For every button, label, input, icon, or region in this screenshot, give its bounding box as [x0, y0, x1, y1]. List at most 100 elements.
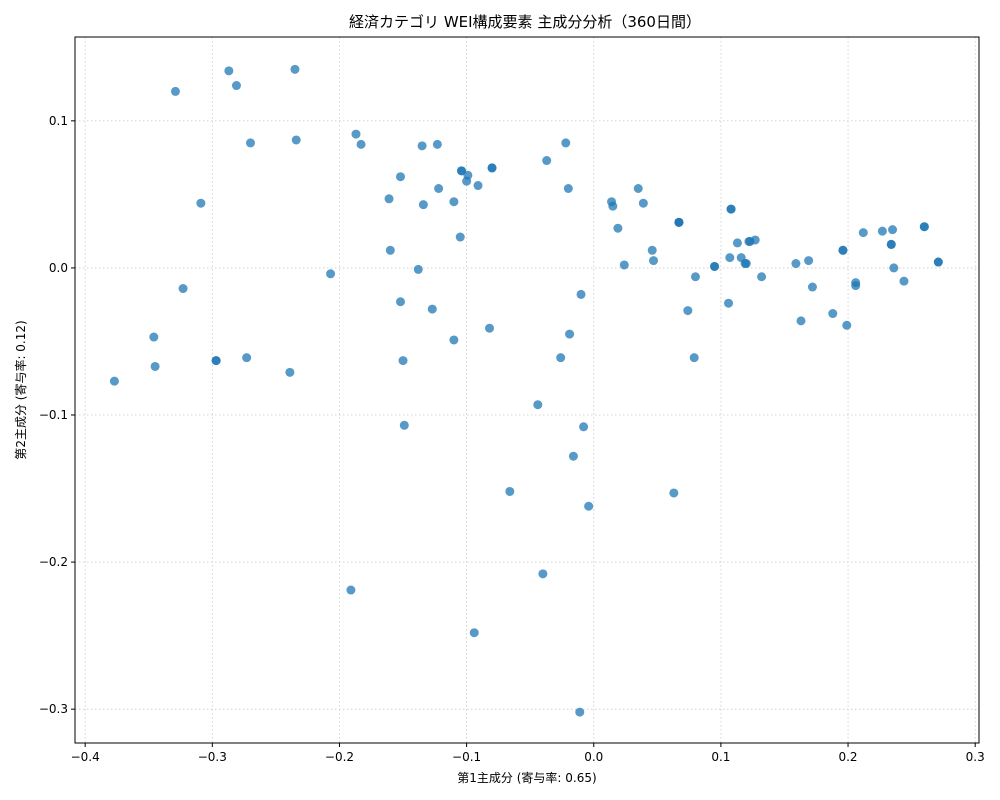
data-point — [224, 66, 234, 76]
y-axis-ticks: −0.3 −0.2 −0.1 0.0 0.1 — [39, 114, 75, 716]
x-tick-label: 0.3 — [966, 750, 985, 764]
x-tick-label: −0.4 — [71, 750, 100, 764]
data-point — [889, 263, 899, 273]
y-tick-label: 0.0 — [49, 261, 68, 275]
x-tick-label: −0.2 — [325, 750, 354, 764]
data-point — [838, 245, 848, 255]
data-point — [434, 183, 444, 193]
data-point — [196, 198, 206, 208]
data-point — [726, 204, 736, 214]
data-point — [563, 183, 573, 193]
x-tick-label: −0.3 — [198, 750, 227, 764]
data-point — [211, 356, 221, 366]
data-point — [109, 376, 119, 386]
data-point — [150, 361, 160, 371]
data-point — [888, 225, 898, 235]
data-point — [399, 420, 409, 430]
data-point — [613, 223, 623, 233]
data-point — [565, 329, 575, 339]
data-point — [690, 272, 700, 282]
x-tick-label: 0.0 — [584, 750, 603, 764]
data-point — [457, 166, 467, 176]
data-point — [542, 156, 552, 166]
data-point — [851, 281, 861, 291]
data-point — [242, 353, 252, 363]
data-point — [533, 400, 543, 410]
data-point — [285, 367, 295, 377]
data-point — [418, 200, 428, 210]
data-point — [638, 198, 648, 208]
data-point — [807, 282, 817, 292]
data-point — [750, 235, 760, 245]
data-point — [395, 297, 405, 307]
y-tick-label: −0.1 — [39, 408, 68, 422]
data-point — [149, 332, 159, 342]
data-point — [473, 181, 483, 191]
data-point — [346, 585, 356, 595]
data-point — [291, 135, 301, 145]
data-point — [669, 488, 679, 498]
data-point — [619, 260, 629, 270]
x-tick-label: −0.1 — [452, 750, 481, 764]
data-point — [178, 284, 188, 294]
data-point — [579, 422, 589, 432]
data-point — [732, 238, 742, 248]
data-point — [683, 306, 693, 316]
data-point — [538, 569, 548, 579]
plot-frame — [74, 36, 980, 744]
chart-title: 経済カテゴリ WEI構成要素 主成分分析（360日間） — [349, 13, 701, 31]
data-point — [427, 304, 437, 314]
data-point — [505, 486, 515, 496]
data-point — [385, 245, 395, 255]
data-point — [484, 323, 494, 333]
data-point — [487, 163, 497, 173]
y-axis-label: 第2主成分 (寄与率: 0.12) — [13, 320, 28, 459]
data-point — [556, 353, 566, 363]
y-tick-label: 0.1 — [49, 114, 68, 128]
data-point — [326, 269, 336, 279]
x-tick-label: 0.2 — [838, 750, 857, 764]
data-point — [568, 451, 578, 461]
data-point — [584, 501, 594, 511]
data-point — [647, 245, 657, 255]
x-tick-label: 0.1 — [711, 750, 730, 764]
data-point — [842, 320, 852, 330]
x-axis-label: 第1主成分 (寄与率: 0.65) — [457, 770, 596, 785]
data-point — [877, 226, 887, 236]
data-point — [463, 170, 473, 180]
data-point — [710, 261, 720, 271]
data-point — [561, 138, 571, 148]
data-point — [919, 222, 929, 232]
data-point — [791, 259, 801, 269]
data-point — [351, 129, 361, 139]
data-point — [384, 194, 394, 204]
data-point — [608, 201, 618, 211]
grid — [75, 37, 979, 743]
data-point — [858, 228, 868, 238]
data-points — [109, 64, 943, 717]
data-point — [455, 232, 465, 242]
data-point — [449, 335, 459, 345]
data-point — [245, 138, 255, 148]
data-point — [395, 172, 405, 182]
data-point — [886, 239, 896, 249]
data-point — [432, 139, 442, 149]
data-point — [575, 707, 585, 717]
data-point — [231, 81, 241, 91]
data-point — [469, 628, 479, 638]
data-point — [170, 86, 180, 96]
data-point — [796, 316, 806, 326]
data-point — [724, 298, 734, 308]
data-point — [689, 353, 699, 363]
data-point — [757, 272, 767, 282]
y-tick-label: −0.2 — [39, 555, 68, 569]
data-point — [933, 257, 943, 267]
data-point — [417, 141, 427, 151]
data-point — [290, 64, 300, 74]
data-point — [449, 197, 459, 207]
data-point — [649, 256, 659, 266]
y-tick-label: −0.3 — [39, 702, 68, 716]
data-point — [356, 139, 366, 149]
data-point — [413, 264, 423, 274]
